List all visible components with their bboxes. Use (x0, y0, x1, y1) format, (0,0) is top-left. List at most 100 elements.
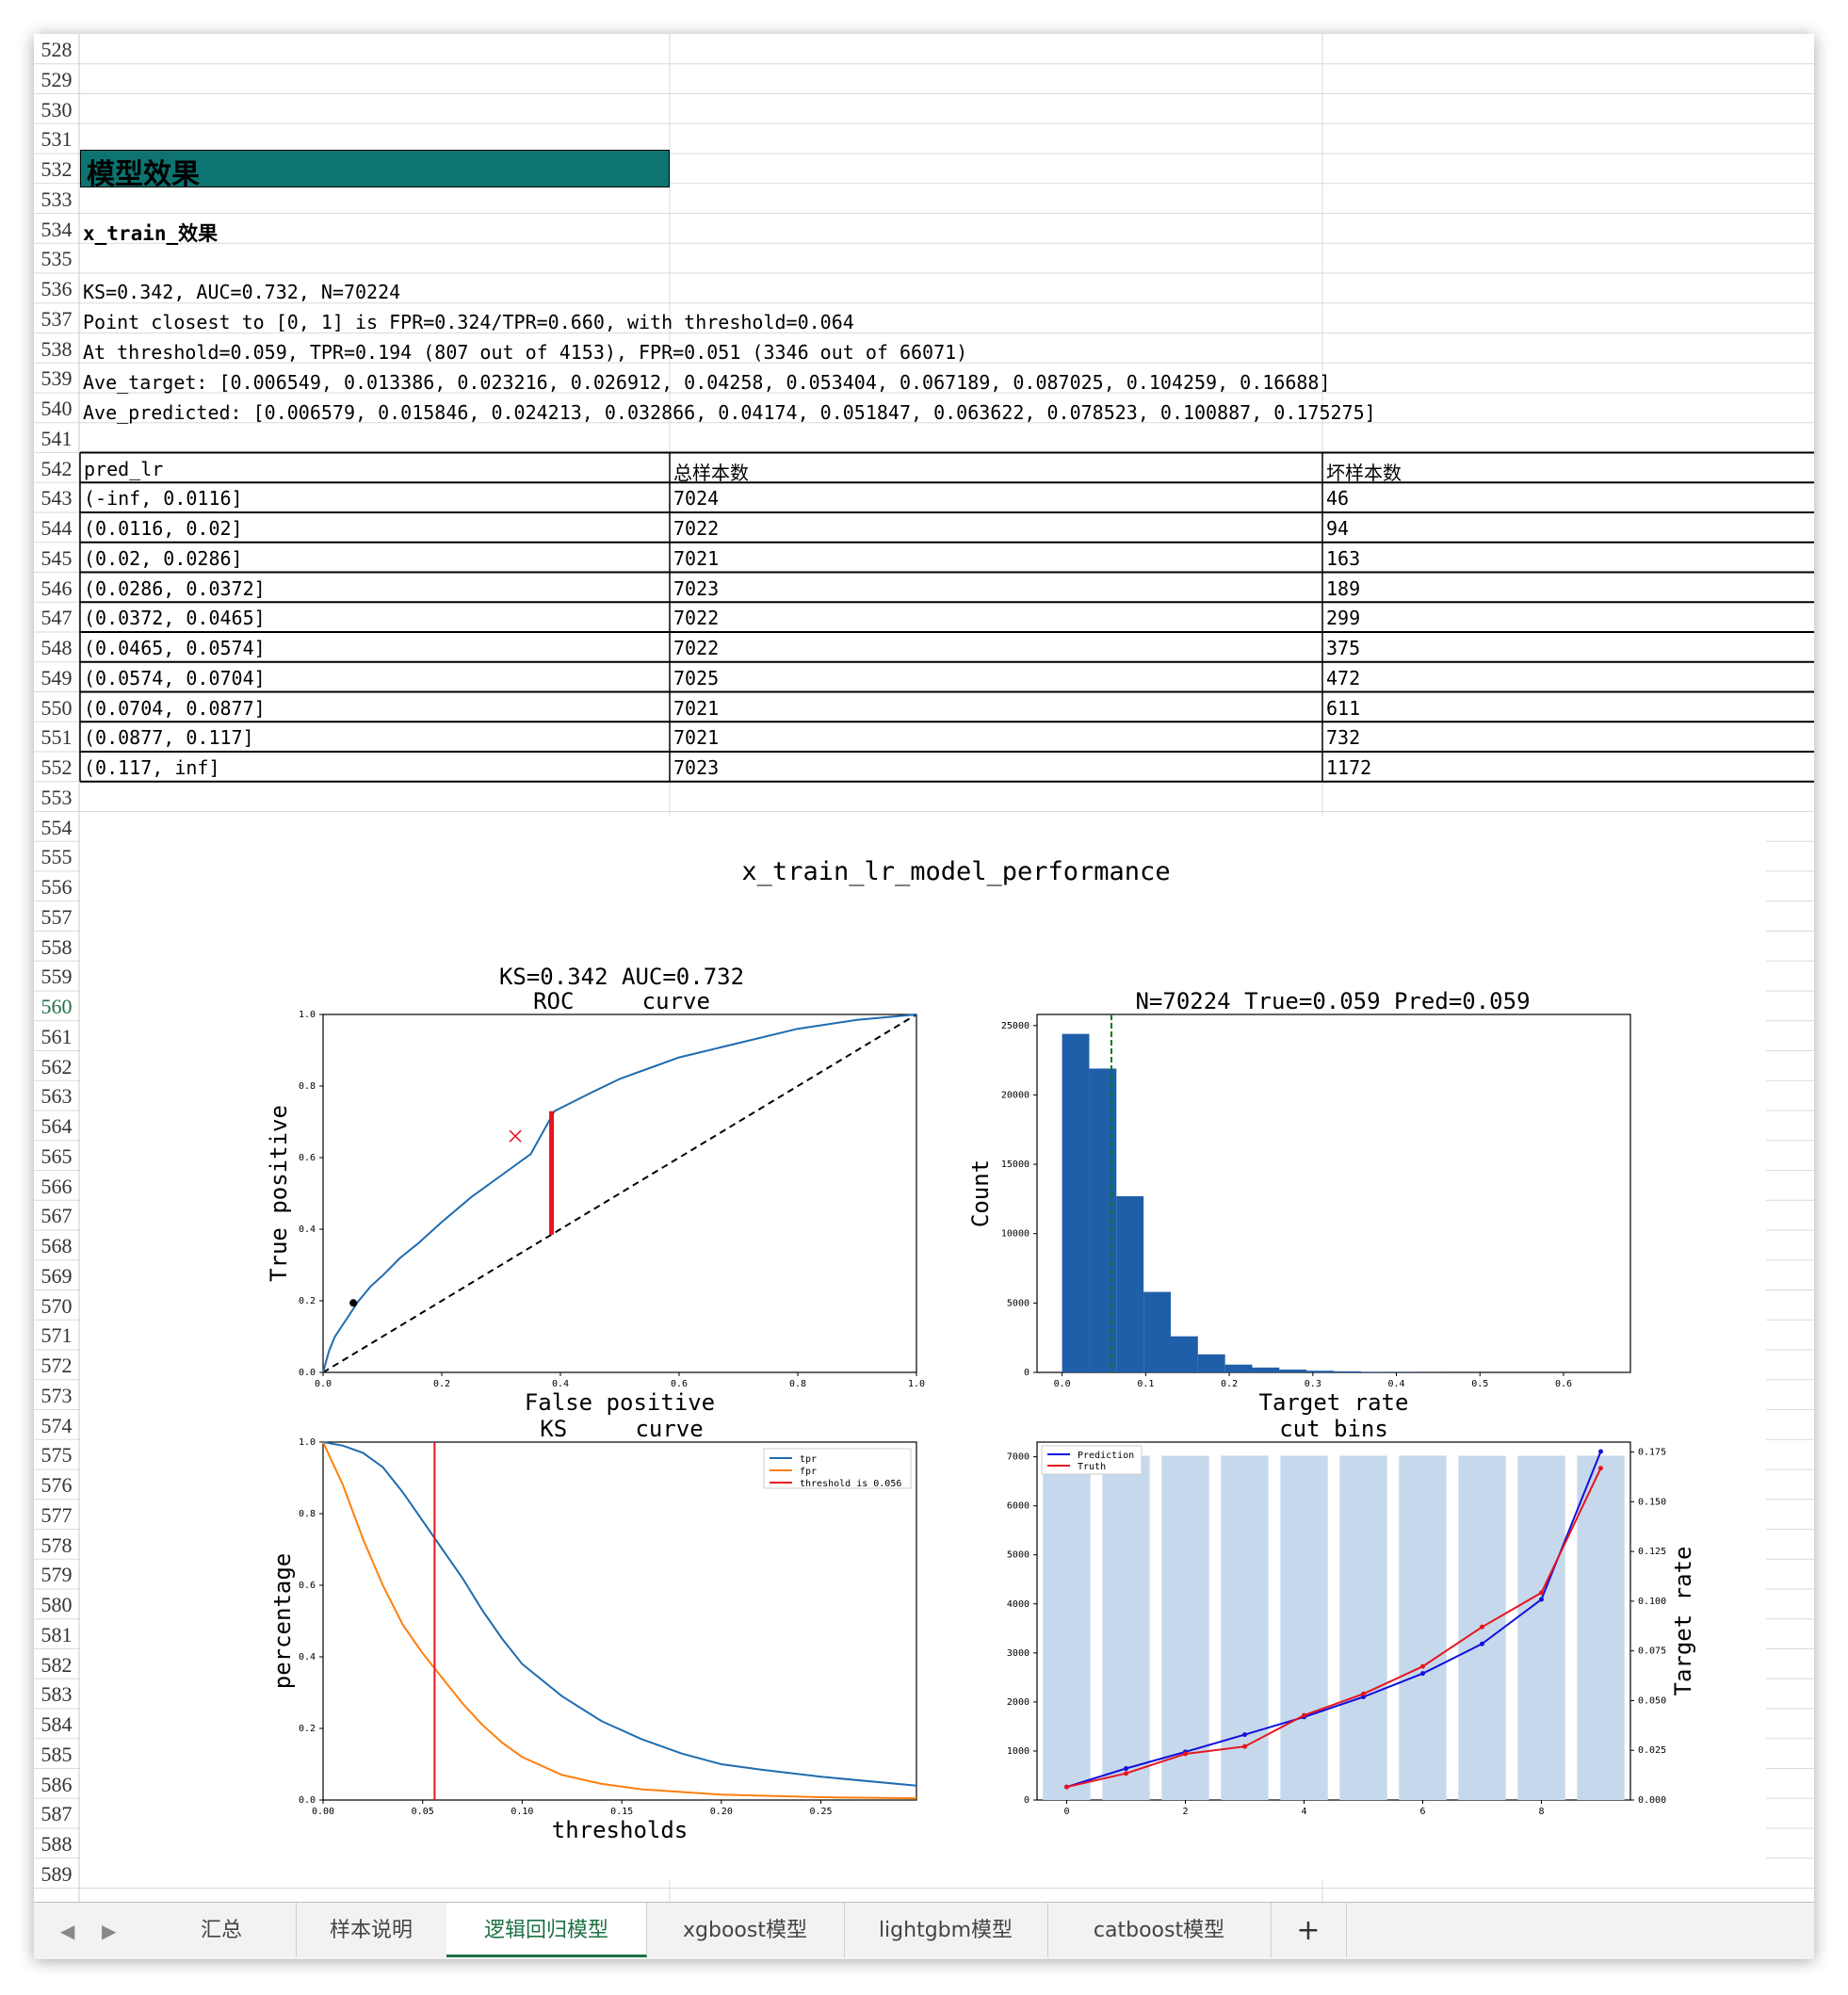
row-number[interactable]: 557 (41, 904, 73, 929)
table-cell[interactable]: (0.117, inf] (84, 756, 220, 779)
table-cell[interactable]: (0.0465, 0.0574] (84, 637, 266, 659)
row-number[interactable]: 532 (41, 157, 73, 181)
row-number[interactable]: 572 (41, 1354, 73, 1377)
row-number[interactable]: 531 (41, 127, 73, 152)
table-cell[interactable]: (0.0704, 0.0877] (84, 696, 266, 720)
row-number[interactable]: 582 (41, 1652, 73, 1677)
row-number[interactable]: 576 (41, 1473, 73, 1497)
table-cell[interactable]: 7025 (673, 666, 720, 689)
row-number[interactable]: 587 (41, 1802, 73, 1826)
row-number[interactable]: 575 (41, 1443, 73, 1468)
table-cell[interactable]: (0.02, 0.0286] (84, 546, 243, 570)
row-number[interactable]: 577 (41, 1502, 73, 1527)
row-number[interactable]: 553 (41, 785, 73, 809)
table-cell[interactable]: 163 (1326, 546, 1361, 570)
table-cell[interactable]: 7024 (673, 487, 720, 511)
row-number[interactable]: 588 (41, 1832, 73, 1856)
table-cell[interactable]: 7021 (673, 696, 720, 720)
row-number[interactable]: 574 (41, 1413, 73, 1437)
row-number[interactable]: 560 (41, 995, 73, 1018)
row-number[interactable]: 534 (41, 217, 73, 241)
table-header-cell[interactable]: 总样本数 (673, 461, 749, 484)
table-cell[interactable]: 7022 (673, 607, 720, 630)
row-number[interactable]: 530 (41, 97, 73, 122)
row-number[interactable]: 565 (41, 1143, 73, 1168)
table-cell[interactable]: 94 (1326, 517, 1350, 540)
sheet-tab[interactable]: xgboost模型 (646, 1903, 845, 1957)
row-number[interactable]: 545 (41, 545, 73, 570)
row-number[interactable]: 548 (41, 636, 73, 659)
table-cell[interactable]: 732 (1326, 726, 1361, 750)
row-number[interactable]: 536 (41, 277, 73, 300)
row-number[interactable]: 558 (41, 934, 73, 959)
table-cell[interactable]: 7023 (673, 756, 720, 779)
sheet-tab[interactable]: catboost模型 (1047, 1903, 1272, 1957)
table-cell[interactable]: (0.0116, 0.02] (84, 517, 243, 540)
row-number[interactable]: 539 (41, 366, 73, 391)
table-cell[interactable]: 611 (1326, 696, 1361, 720)
row-number[interactable]: 581 (41, 1622, 73, 1646)
next-sheet-button[interactable]: ▶ (102, 1920, 117, 1942)
row-number[interactable]: 550 (41, 695, 73, 720)
table-cell[interactable]: (0.0574, 0.0704] (84, 666, 266, 689)
row-number[interactable]: 547 (41, 606, 73, 630)
row-number[interactable]: 573 (41, 1383, 73, 1407)
row-number[interactable]: 583 (41, 1682, 73, 1707)
row-number[interactable]: 589 (41, 1861, 73, 1886)
sheet-tab[interactable]: 汇总 (147, 1903, 297, 1957)
sheet-tab[interactable]: 逻辑回归模型 (446, 1903, 647, 1957)
table-cell[interactable]: (0.0286, 0.0372] (84, 576, 266, 600)
row-number[interactable]: 559 (41, 965, 73, 989)
row-number[interactable]: 535 (41, 247, 73, 271)
add-sheet-button[interactable]: + (1271, 1903, 1347, 1957)
sheet-tab[interactable]: 样本说明 (296, 1903, 447, 1957)
table-cell[interactable]: 46 (1326, 487, 1350, 511)
row-number[interactable]: 542 (41, 456, 73, 480)
table-cell[interactable]: 7021 (673, 726, 720, 750)
row-number[interactable]: 580 (41, 1593, 73, 1616)
row-number[interactable]: 538 (41, 336, 73, 361)
prev-sheet-button[interactable]: ◀ (60, 1920, 75, 1942)
table-cell[interactable]: (-inf, 0.0116] (84, 487, 243, 511)
row-number[interactable]: 564 (41, 1114, 73, 1138)
row-number[interactable]: 569 (41, 1263, 73, 1288)
row-number[interactable]: 579 (41, 1563, 73, 1587)
row-number[interactable]: 555 (41, 845, 73, 869)
row-number[interactable]: 568 (41, 1234, 73, 1257)
row-number[interactable]: 533 (41, 187, 73, 211)
row-number[interactable]: 566 (41, 1174, 73, 1198)
sheet-tab[interactable]: lightgbm模型 (844, 1903, 1048, 1957)
row-number[interactable]: 556 (41, 875, 73, 899)
row-number[interactable]: 562 (41, 1054, 73, 1079)
table-cell[interactable]: 375 (1326, 637, 1361, 659)
table-cell[interactable]: 7023 (673, 576, 720, 600)
row-number[interactable]: 551 (41, 725, 73, 750)
table-cell[interactable]: 299 (1326, 607, 1361, 630)
row-number[interactable]: 529 (41, 67, 73, 91)
row-number[interactable]: 546 (41, 576, 73, 600)
table-cell[interactable]: 1172 (1326, 756, 1372, 779)
row-number[interactable]: 563 (41, 1084, 73, 1109)
row-number[interactable]: 549 (41, 665, 73, 689)
row-number[interactable]: 584 (41, 1712, 73, 1736)
section-header-cell[interactable] (80, 150, 670, 187)
table-header-cell[interactable]: 坏样本数 (1326, 461, 1402, 484)
row-number[interactable]: 570 (41, 1293, 73, 1318)
table-cell[interactable]: 472 (1326, 666, 1361, 689)
row-number[interactable]: 554 (41, 815, 73, 839)
row-number[interactable]: 578 (41, 1533, 73, 1557)
row-number[interactable]: 571 (41, 1323, 73, 1348)
row-number[interactable]: 544 (41, 516, 73, 540)
table-cell[interactable]: 7021 (673, 546, 720, 570)
table-cell[interactable]: 7022 (673, 637, 720, 659)
table-header-cell[interactable]: pred_lr (84, 457, 164, 480)
row-number[interactable]: 541 (41, 426, 73, 450)
table-cell[interactable]: 189 (1326, 576, 1361, 600)
row-number[interactable]: 540 (41, 397, 73, 420)
row-number[interactable]: 586 (41, 1772, 73, 1796)
row-number[interactable]: 528 (41, 38, 73, 61)
table-cell[interactable]: (0.0372, 0.0465] (84, 607, 266, 630)
table-cell[interactable]: (0.0877, 0.117] (84, 726, 254, 750)
table-cell[interactable]: 7022 (673, 517, 720, 540)
row-number[interactable]: 537 (41, 306, 73, 331)
